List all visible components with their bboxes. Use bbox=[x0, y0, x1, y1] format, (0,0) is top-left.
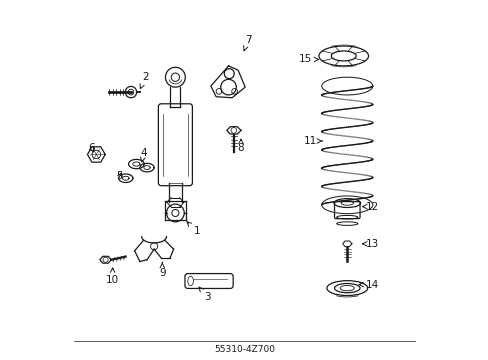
Text: 3: 3 bbox=[199, 287, 210, 302]
Text: 4: 4 bbox=[140, 148, 146, 162]
Text: 6: 6 bbox=[88, 143, 95, 153]
Text: 13: 13 bbox=[362, 239, 379, 249]
Text: 12: 12 bbox=[362, 202, 379, 212]
Text: 15: 15 bbox=[298, 54, 318, 64]
Text: 55310-4Z700: 55310-4Z700 bbox=[214, 345, 274, 354]
Text: 2: 2 bbox=[140, 72, 148, 89]
Text: 14: 14 bbox=[358, 280, 379, 289]
Text: 5: 5 bbox=[116, 171, 123, 181]
Text: 1: 1 bbox=[186, 222, 200, 237]
Text: 8: 8 bbox=[237, 139, 244, 153]
Text: 11: 11 bbox=[303, 136, 322, 146]
Text: 10: 10 bbox=[106, 268, 119, 285]
Text: 9: 9 bbox=[159, 262, 165, 278]
Text: 7: 7 bbox=[243, 35, 251, 51]
